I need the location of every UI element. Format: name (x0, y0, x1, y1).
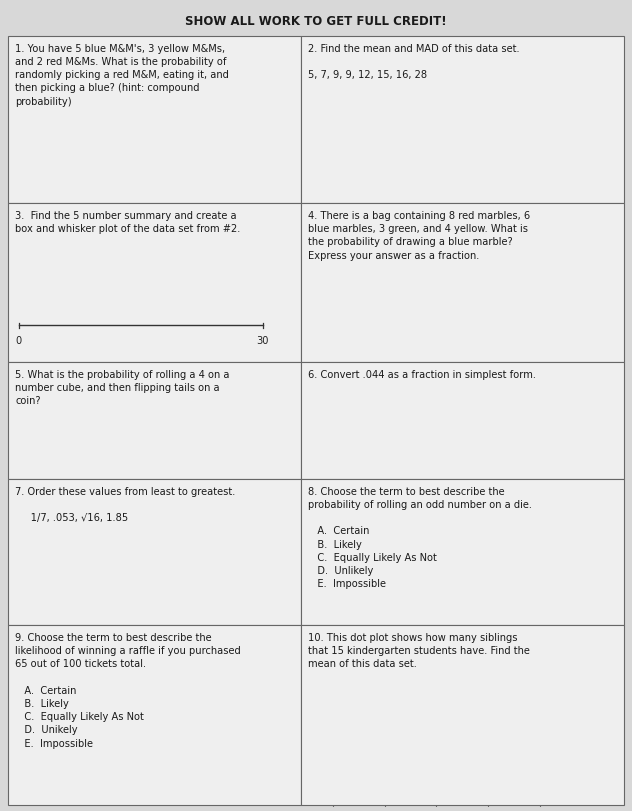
Text: 6. Convert .044 as a fraction in simplest form.: 6. Convert .044 as a fraction in simples… (308, 370, 536, 380)
Text: SHOW ALL WORK TO GET FULL CREDIT!: SHOW ALL WORK TO GET FULL CREDIT! (185, 15, 447, 28)
Text: 9. Choose the term to best describe the
likelihood of winning a raffle if you pu: 9. Choose the term to best describe the … (15, 633, 241, 749)
Text: 8. Choose the term to best describe the
probability of rolling an odd number on : 8. Choose the term to best describe the … (308, 487, 532, 589)
Text: 1. You have 5 blue M&M's, 3 yellow M&Ms,
and 2 red M&Ms. What is the probability: 1. You have 5 blue M&M's, 3 yellow M&Ms,… (15, 44, 229, 106)
Text: 4. There is a bag containing 8 red marbles, 6
blue marbles, 3 green, and 4 yello: 4. There is a bag containing 8 red marbl… (308, 211, 530, 260)
Text: 7. Order these values from least to greatest.

     1/7, .053, √16, 1.85: 7. Order these values from least to grea… (15, 487, 236, 523)
Text: 2. Find the mean and MAD of this data set.

5, 7, 9, 9, 12, 15, 16, 28: 2. Find the mean and MAD of this data se… (308, 44, 520, 80)
Text: 30: 30 (257, 336, 269, 345)
Text: 10. This dot plot shows how many siblings
that 15 kindergarten students have. Fi: 10. This dot plot shows how many sibling… (308, 633, 530, 669)
Text: 3.  Find the 5 number summary and create a
box and whisker plot of the data set : 3. Find the 5 number summary and create … (15, 211, 241, 234)
Text: 5. What is the probability of rolling a 4 on a
number cube, and then flipping ta: 5. What is the probability of rolling a … (15, 370, 229, 406)
Text: 0: 0 (16, 336, 22, 345)
